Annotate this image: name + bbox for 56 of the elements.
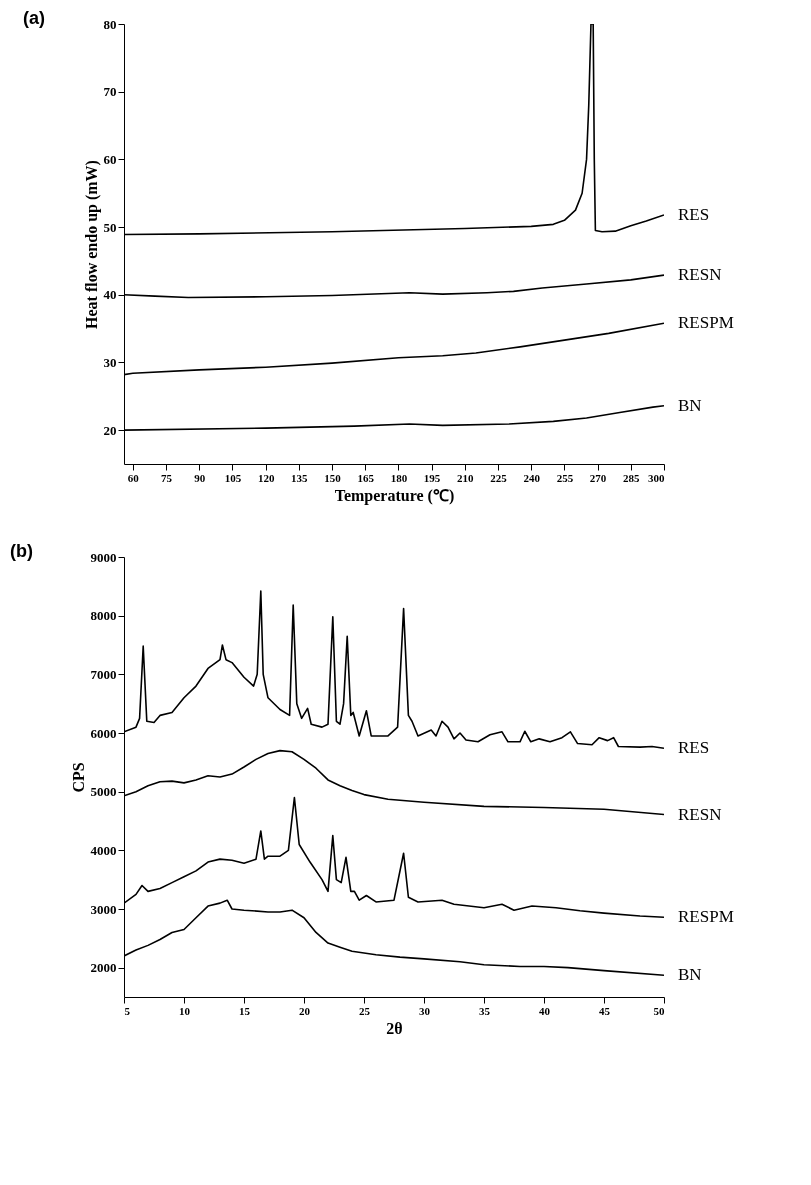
x-tick-label: 255: [556, 471, 574, 484]
x-tick-label: 90: [194, 471, 206, 484]
x-tick-label: 35: [479, 1004, 491, 1017]
x-tick-label: 120: [257, 471, 275, 484]
y-tick-label: 30: [103, 354, 117, 370]
y-tick-label: 5000: [90, 784, 117, 800]
x-tick-label: 105: [224, 471, 242, 484]
x-tick-label: 135: [291, 471, 309, 484]
x-tick-label: 150: [324, 471, 342, 484]
series-label: RESPM: [678, 313, 734, 333]
x-tick-label: 25: [359, 1004, 371, 1017]
y-tick-label: 20: [103, 422, 117, 438]
x-axis-title: Temperature (℃): [334, 486, 455, 505]
y-tick-label: 6000: [90, 725, 117, 741]
y-tick-label: 40: [103, 287, 117, 303]
y-tick-label: 8000: [90, 608, 117, 624]
x-tick-label: 240: [523, 471, 541, 484]
x-tick-label: 50: [653, 1004, 665, 1017]
series-label: BN: [678, 395, 702, 415]
y-tick-label: 2000: [90, 960, 117, 976]
series-label: RESPM: [678, 907, 734, 927]
series-label: RESN: [678, 804, 722, 824]
y-tick-label: 7000: [90, 666, 117, 682]
x-tick-label: 20: [299, 1004, 311, 1017]
x-tick-label: 270: [589, 471, 607, 484]
y-tick-label: 3000: [90, 901, 117, 917]
series-label: RES: [678, 204, 710, 224]
y-tick-label: 80: [103, 16, 117, 32]
y-tick-label: 50: [103, 219, 117, 235]
x-tick-label: 45: [599, 1004, 611, 1017]
x-tick-label: 285: [623, 471, 641, 484]
x-tick-label: 15: [239, 1004, 251, 1017]
x-tick-label: 300: [648, 471, 665, 484]
x-tick-label: 5: [124, 1004, 131, 1017]
x-axis-title: 2θ: [386, 1019, 403, 1037]
y-axis-title: CPS: [69, 762, 87, 793]
chart-title: (b): [10, 541, 33, 561]
y-tick-label: 4000: [90, 842, 117, 858]
x-tick-label: 195: [423, 471, 441, 484]
series-label: RESN: [678, 265, 722, 285]
x-tick-label: 75: [161, 471, 173, 484]
x-tick-label: 10: [179, 1004, 191, 1017]
y-tick-label: 70: [103, 84, 117, 100]
x-tick-label: 30: [419, 1004, 431, 1017]
x-tick-label: 165: [357, 471, 375, 484]
x-tick-label: 210: [457, 471, 475, 484]
x-tick-label: 40: [539, 1004, 551, 1017]
y-tick-label: 9000: [90, 549, 117, 565]
x-tick-label: 180: [390, 471, 408, 484]
y-axis-title: Heat flow endo up (mW): [82, 160, 101, 329]
series-label: RES: [678, 738, 710, 758]
x-tick-label: 60: [127, 471, 140, 484]
x-tick-label: 225: [490, 471, 508, 484]
chart-title: (a): [23, 8, 45, 28]
series-label: BN: [678, 965, 702, 985]
y-tick-label: 60: [103, 151, 117, 167]
